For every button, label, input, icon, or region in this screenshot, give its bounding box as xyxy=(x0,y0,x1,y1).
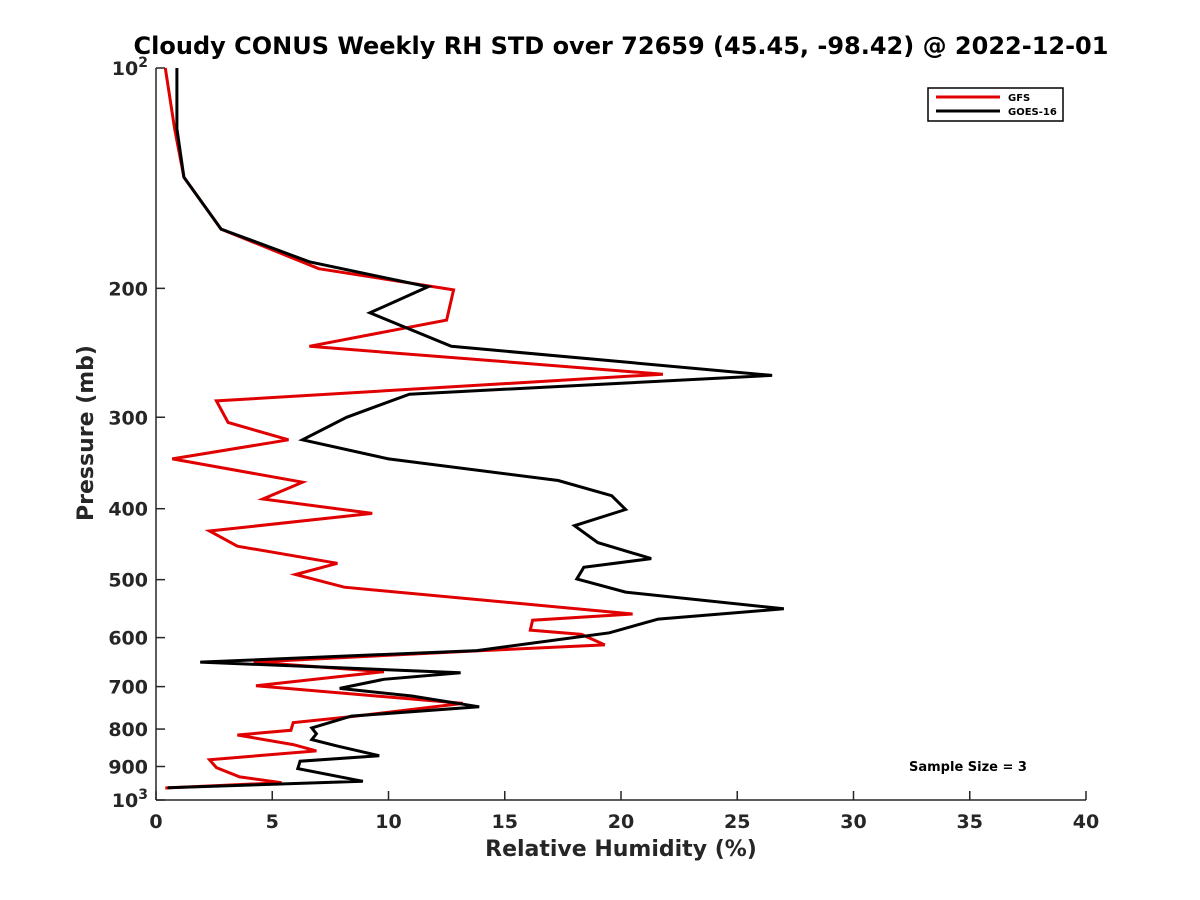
x-axis-label: Relative Humidity (%) xyxy=(485,837,757,862)
legend-box xyxy=(927,87,1064,122)
sample-size-annotation: Sample Size = 3 xyxy=(909,760,1027,775)
y-tick-label: 500 xyxy=(108,570,148,592)
x-tick-label: 40 xyxy=(1073,811,1099,833)
y-tick-label: 700 xyxy=(108,677,148,699)
y-tick-label: 800 xyxy=(108,719,148,741)
y-tick-label: 102 xyxy=(112,55,148,80)
x-tick-label: 30 xyxy=(840,811,866,833)
y-axis-label: Pressure (mb) xyxy=(74,345,99,521)
y-tick-label: 103 xyxy=(112,787,148,812)
plot-area: 0 5 10 15 20 25 30 35 40 102 200 300 400 500 600 700 800… xyxy=(108,55,1099,833)
x-tick-label: 10 xyxy=(375,811,401,833)
y-tick-label: 300 xyxy=(108,407,148,429)
x-tick-label: 35 xyxy=(957,811,983,833)
x-tick-label: 15 xyxy=(492,811,518,833)
chart-title: Cloudy CONUS Weekly RH STD over 72659 (4… xyxy=(134,32,1109,60)
x-tick-label: 0 xyxy=(149,811,162,833)
y-tick-label: 600 xyxy=(108,628,148,650)
y-tick-label: 900 xyxy=(108,757,148,779)
y-tick-label: 400 xyxy=(108,499,148,521)
series-line-goes-16 xyxy=(167,68,784,790)
x-tick-label: 25 xyxy=(724,811,750,833)
x-tick-label: 5 xyxy=(266,811,279,833)
x-tick-label: 20 xyxy=(608,811,634,833)
legend-entry: GFS xyxy=(1008,93,1030,104)
y-tick-label: 200 xyxy=(108,278,148,300)
series-line-gfs xyxy=(163,67,664,790)
legend-entry: GOES-16 xyxy=(1008,107,1057,118)
